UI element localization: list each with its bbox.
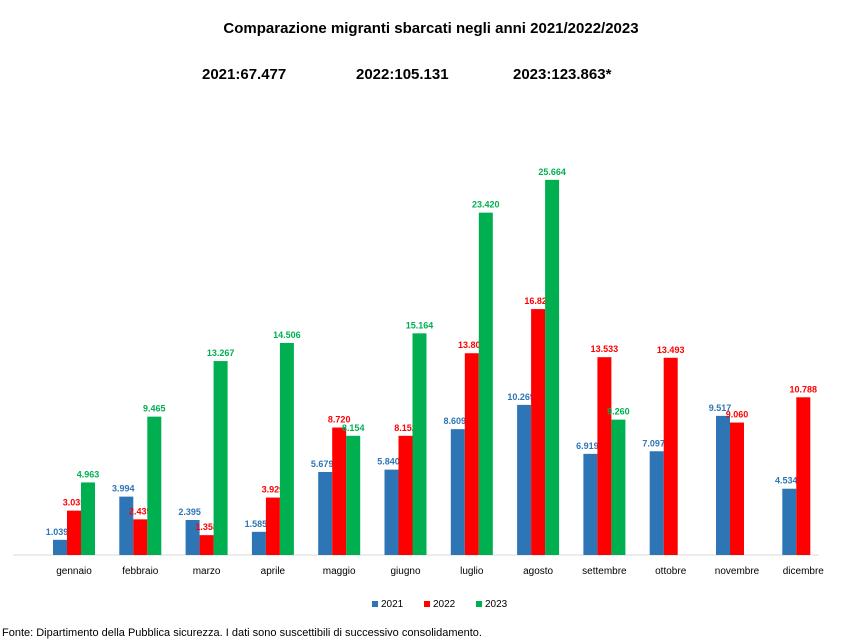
x-tick-label-luglio: luglio xyxy=(460,566,484,577)
data-label-2021-marzo: 2.395 xyxy=(178,507,201,517)
legend-swatch-2021 xyxy=(372,601,378,607)
data-label-2023-luglio: 23.420 xyxy=(472,200,500,210)
bar-2023-agosto xyxy=(545,179,560,555)
bar-2021-aprile xyxy=(251,531,266,555)
data-label-2022-dicembre: 10.788 xyxy=(790,384,818,394)
data-label-2022-ottobre: 13.493 xyxy=(657,345,685,355)
bar-2022-dicembre xyxy=(796,397,811,555)
bar-2021-novembre xyxy=(716,415,730,555)
bar-2021-marzo xyxy=(185,519,200,555)
bar-2021-agosto xyxy=(517,404,532,555)
x-tick-label-febbraio: febbraio xyxy=(122,566,159,577)
data-label-2021-dicembre: 4.534 xyxy=(775,476,798,486)
bar-2023-gennaio xyxy=(81,482,95,555)
x-tick-label-marzo: marzo xyxy=(193,566,221,577)
data-label-2022-maggio: 8.720 xyxy=(328,415,351,425)
bar-2022-ottobre xyxy=(663,357,678,555)
bar-2023-maggio xyxy=(346,435,361,555)
data-label-2022-novembre: 9.060 xyxy=(726,410,749,420)
data-label-2022-marzo: 1.358 xyxy=(195,522,218,532)
source-note: Fonte: Dipartimento della Pubblica sicur… xyxy=(2,627,482,639)
data-label-2021-ottobre: 7.097 xyxy=(642,438,665,448)
bar-2022-febbraio xyxy=(133,519,148,555)
data-label-2023-marzo: 13.267 xyxy=(207,348,235,358)
data-label-2021-gennaio: 1.039 xyxy=(46,527,69,537)
bar-2023-aprile xyxy=(279,342,294,555)
data-label-2021-giugno: 5.840 xyxy=(377,457,400,467)
data-label-2022-agosto: 16.822 xyxy=(524,296,552,306)
data-label-2021-febbraio: 3.994 xyxy=(112,484,135,494)
legend-label-2022: 2022 xyxy=(433,599,456,610)
data-label-2023-aprile: 14.506 xyxy=(273,330,301,340)
legend-swatch-2023 xyxy=(476,601,482,607)
bar-2022-novembre xyxy=(730,422,744,555)
data-label-2023-febbraio: 9.465 xyxy=(143,404,166,414)
data-label-2023-agosto: 25.664 xyxy=(538,167,566,177)
bar-2022-luglio xyxy=(464,353,479,555)
yearly-totals: 2021:67.477 2022:105.131 2023:123.863* xyxy=(0,66,862,88)
data-label-2022-gennaio: 3.035 xyxy=(63,498,86,508)
bar-2022-giugno xyxy=(398,435,413,555)
bar-2023-giugno xyxy=(412,333,427,555)
data-label-2022-aprile: 3.929 xyxy=(262,485,285,495)
chart-title: Comparazione migranti sbarcati negli ann… xyxy=(223,20,639,37)
data-label-2023-giugno: 15.164 xyxy=(406,320,434,330)
bar-2022-maggio xyxy=(332,427,347,555)
data-label-2023-maggio: 8.154 xyxy=(342,423,365,433)
x-tick-label-aprile: aprile xyxy=(261,566,286,577)
data-label-2022-febbraio: 2.439 xyxy=(129,506,152,516)
bar-2021-luglio xyxy=(450,429,465,555)
bar-2021-gennaio xyxy=(53,539,67,555)
bar-2023-marzo xyxy=(213,361,228,555)
total-2022: 2022:105.131 xyxy=(356,66,449,83)
data-label-2022-luglio: 13.802 xyxy=(458,340,486,350)
legend-swatch-2022 xyxy=(424,601,430,607)
x-tick-label-ottobre: ottobre xyxy=(655,566,687,577)
data-label-2021-novembre: 9.517 xyxy=(709,403,732,413)
data-label-2021-aprile: 1.585 xyxy=(245,519,268,529)
x-tick-label-agosto: agosto xyxy=(523,566,553,577)
bar-2022-gennaio xyxy=(67,510,81,555)
bar-2022-marzo xyxy=(199,535,214,555)
x-tick-label-novembre: novembre xyxy=(715,566,760,577)
bar-2022-agosto xyxy=(531,309,546,555)
bar-2022-settembre xyxy=(597,357,612,555)
x-tick-label-settembre: settembre xyxy=(582,566,627,577)
bar-2021-dicembre xyxy=(782,488,797,555)
data-label-2022-settembre: 13.533 xyxy=(591,344,619,354)
bar-2021-maggio xyxy=(318,471,333,555)
x-tick-label-giugno: giugno xyxy=(390,566,420,577)
total-2021: 2021:67.477 xyxy=(202,66,287,83)
x-tick-label-gennaio: gennaio xyxy=(56,566,92,577)
data-label-2021-agosto: 10.269 xyxy=(507,392,535,402)
bar-2021-settembre xyxy=(583,453,598,555)
bar-2023-luglio xyxy=(478,212,493,555)
legend-label-2023: 2023 xyxy=(485,599,508,610)
bar-2021-giugno xyxy=(384,469,399,555)
x-tick-label-maggio: maggio xyxy=(323,566,356,577)
bar-2023-febbraio xyxy=(147,416,162,555)
bar-2022-aprile xyxy=(265,497,280,555)
bar-2021-ottobre xyxy=(649,451,664,555)
x-tick-label-dicembre: dicembre xyxy=(783,566,825,577)
bar-chart: 1.039 3.035 4.963 gennaio 3.994 2.439 9.465 feb… xyxy=(13,167,825,610)
legend-label-2021: 2021 xyxy=(381,599,404,610)
data-label-2022-giugno: 8.152 xyxy=(394,423,417,433)
data-label-2021-luglio: 8.609 xyxy=(444,416,467,426)
bar-2021-febbraio xyxy=(119,496,134,555)
total-2023: 2023:123.863* xyxy=(513,66,612,83)
data-label-2021-settembre: 6.919 xyxy=(576,441,599,451)
bar-2023-settembre xyxy=(611,419,626,555)
data-label-2021-maggio: 5.679 xyxy=(311,459,334,469)
data-label-2023-gennaio: 4.963 xyxy=(77,469,100,479)
data-label-2023-settembre: 9.260 xyxy=(607,407,630,417)
